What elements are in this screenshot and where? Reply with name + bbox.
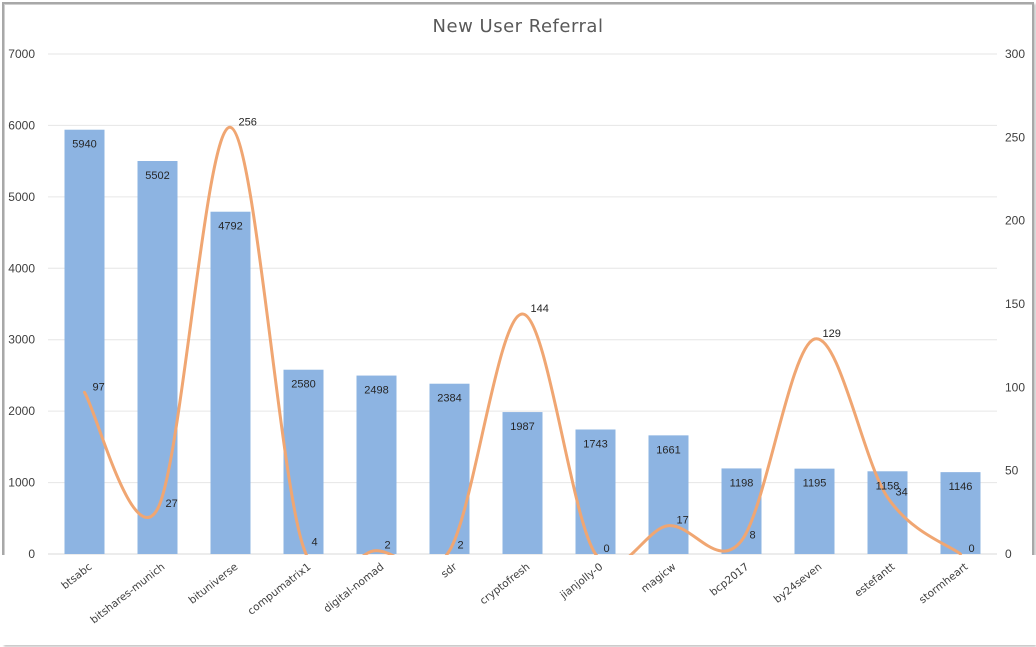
bar-data-label: 1195 xyxy=(803,478,827,490)
line-data-label: 97 xyxy=(93,381,105,393)
line-data-label: 27 xyxy=(166,498,178,510)
line-series-path xyxy=(83,125,962,581)
bar xyxy=(794,468,835,554)
bar-data-label: 1987 xyxy=(510,421,534,433)
line-data-label: 17 xyxy=(677,515,689,527)
data-labels: 5940 5502 4792 2580 2498 2384 1987 1743 1661 1198… xyxy=(72,116,974,555)
bar-data-label: 2498 xyxy=(364,385,388,397)
bar xyxy=(648,435,689,554)
bar-data-label: 5502 xyxy=(145,170,169,182)
right-axis-tick-label: 100 xyxy=(1005,380,1025,394)
line-series xyxy=(0,125,1036,645)
chart-title: New User Referral xyxy=(433,16,604,37)
line-data-label: 4 xyxy=(312,536,318,548)
bar xyxy=(429,383,470,554)
bar-data-label: 2580 xyxy=(291,379,315,391)
left-axis-tick-label: 4000 xyxy=(8,261,35,275)
right-axis-tick-label: 0 xyxy=(1005,547,1012,561)
line-data-label: 2 xyxy=(385,540,391,552)
left-axis-tick-label: 0 xyxy=(28,547,35,561)
bar xyxy=(137,161,178,554)
bar xyxy=(940,472,981,554)
line-data-label: 0 xyxy=(969,543,975,555)
line-data-label: 34 xyxy=(896,486,908,498)
bar-data-label: 1146 xyxy=(949,481,973,493)
right-axis-tick-label: 200 xyxy=(1005,214,1025,228)
left-axis-tick-label: 3000 xyxy=(8,333,35,347)
bar-data-label: 1158 xyxy=(876,480,900,492)
bar xyxy=(575,429,616,554)
left-axis-tick-label: 6000 xyxy=(8,118,35,132)
right-axis-tick-label: 250 xyxy=(1005,130,1025,144)
left-axis-tick-label: 1000 xyxy=(8,476,35,490)
bar-data-label: 1661 xyxy=(656,444,680,456)
line-data-label: 144 xyxy=(531,303,549,315)
bar-data-label: 1198 xyxy=(730,477,754,489)
bar-data-label: 5940 xyxy=(72,139,96,151)
line-data-label: 8 xyxy=(750,530,756,542)
left-axis-tick-label: 7000 xyxy=(8,47,35,61)
bar xyxy=(64,129,105,554)
line-data-label: 256 xyxy=(239,116,257,128)
line-data-label: 2 xyxy=(458,540,464,552)
line-data-label: 129 xyxy=(823,328,841,340)
bar-data-label: 2384 xyxy=(437,393,461,405)
bar xyxy=(210,211,251,554)
line-data-label: 0 xyxy=(604,543,610,555)
left-axis-tick-label: 5000 xyxy=(8,190,35,204)
bar-data-label: 1743 xyxy=(583,439,607,451)
right-axis-tick-label: 150 xyxy=(1005,297,1025,311)
bar xyxy=(283,369,324,554)
below-baseline-mask xyxy=(0,555,1036,645)
bar-data-label: 4792 xyxy=(218,221,242,233)
right-axis-tick-label: 300 xyxy=(1005,47,1025,61)
left-axis-tick-label: 2000 xyxy=(8,404,35,418)
right-axis-tick-label: 50 xyxy=(1005,464,1019,478)
bar xyxy=(502,412,543,554)
bar-series xyxy=(64,129,981,554)
bar xyxy=(356,375,397,554)
